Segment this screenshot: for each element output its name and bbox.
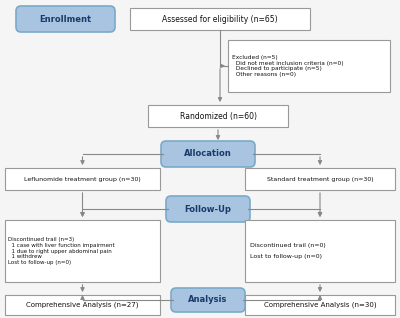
Bar [5, 220, 160, 282]
Text: Comprehensive Analysis (n=27): Comprehensive Analysis (n=27) [26, 302, 139, 308]
Text: Analysis: Analysis [188, 295, 228, 305]
Bar [228, 40, 390, 92]
Bar [5, 295, 160, 315]
Bar [130, 8, 310, 30]
Bar [5, 168, 160, 190]
Text: Randomized (n=60): Randomized (n=60) [180, 112, 256, 121]
Text: Allocation: Allocation [184, 149, 232, 158]
Text: Leflunomide treatment group (n=30): Leflunomide treatment group (n=30) [24, 176, 141, 182]
FancyBboxPatch shape [171, 288, 245, 312]
FancyBboxPatch shape [16, 6, 115, 32]
Text: Assessed for eligibility (n=65): Assessed for eligibility (n=65) [162, 15, 278, 24]
Text: Follow-Up: Follow-Up [184, 204, 232, 213]
Text: Comprehensive Analysis (n=30): Comprehensive Analysis (n=30) [264, 302, 376, 308]
Text: Standard treatment group (n=30): Standard treatment group (n=30) [267, 176, 373, 182]
Bar [245, 295, 395, 315]
Text: Enrollment: Enrollment [40, 15, 92, 24]
Text: Discontinued trail (n=0)

Lost to follow-up (n=0): Discontinued trail (n=0) Lost to follow-… [250, 243, 326, 259]
FancyBboxPatch shape [166, 196, 250, 222]
Text: Excluded (n=5)
  Did not meet inclusion criteria (n=0)
  Declined to participate: Excluded (n=5) Did not meet inclusion cr… [232, 55, 344, 77]
Bar [148, 105, 288, 127]
Bar [245, 220, 395, 282]
FancyBboxPatch shape [161, 141, 255, 167]
Bar [245, 168, 395, 190]
Text: Discontinued trail (n=3)
  1 case with liver function impairment
  1 due to righ: Discontinued trail (n=3) 1 case with liv… [8, 237, 115, 265]
